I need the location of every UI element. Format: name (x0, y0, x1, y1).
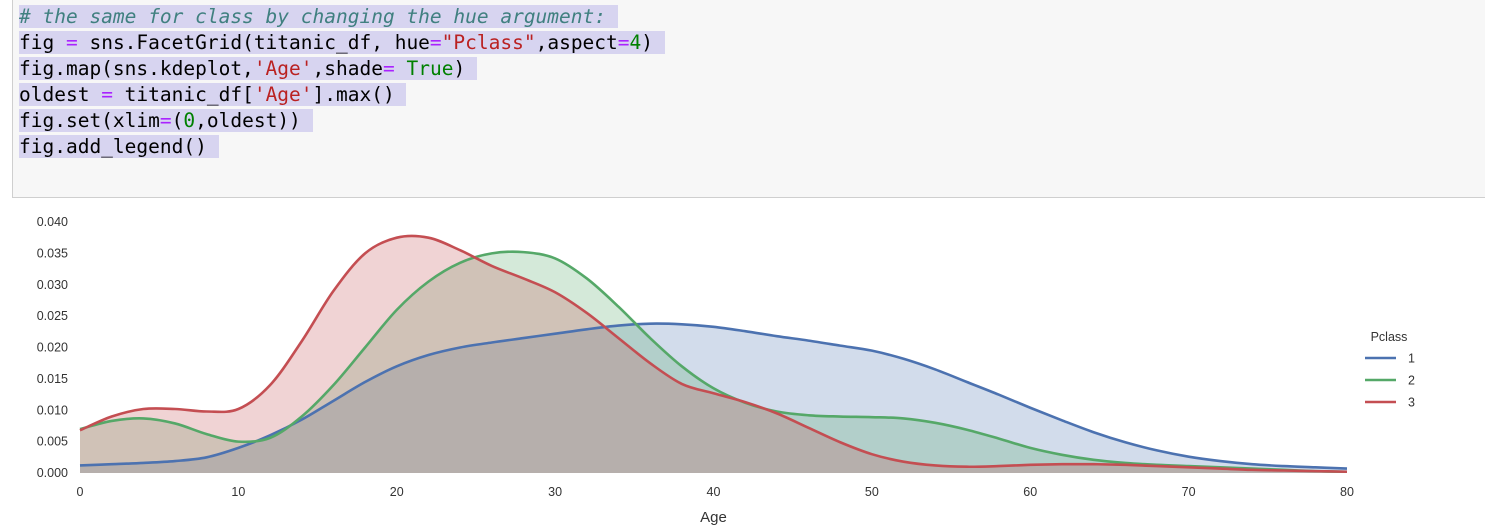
x-tick-label: 30 (548, 485, 562, 499)
y-tick-label: 0.015 (37, 372, 68, 386)
code-token: ].max() (312, 83, 395, 106)
plot-areas (80, 235, 1347, 473)
y-tick-label: 0.035 (37, 246, 68, 260)
y-tick-label: 0.040 (37, 215, 68, 229)
code-token: fig.set(xlim (19, 109, 160, 132)
code-token: 'Age' (253, 83, 313, 106)
code-line[interactable]: oldest = titanic_df['Age'].max() (19, 82, 665, 108)
code-token: fig.map(sns.kdeplot, (19, 57, 254, 80)
code-token: 'Age' (253, 57, 313, 80)
x-tick-label: 0 (77, 485, 84, 499)
code-line[interactable]: fig = sns.FacetGrid(titanic_df, hue="Pcl… (19, 30, 665, 56)
legend-label-3: 3 (1408, 396, 1415, 410)
selected-text: # the same for class by changing the hue… (19, 5, 618, 28)
selected-text: oldest = titanic_df['Age'].max() (19, 83, 407, 106)
x-axis-label: Age (700, 509, 727, 526)
code-token: titanic_df[ (112, 83, 254, 106)
legend-title: Pclass (1371, 330, 1408, 344)
code-token: = (382, 57, 395, 80)
code-token: = (65, 31, 78, 54)
selected-text: fig.add_legend() (19, 135, 219, 158)
selected-text: fig = sns.FacetGrid(titanic_df, hue="Pcl… (19, 31, 665, 54)
code-token: ( (171, 109, 184, 132)
y-tick-label: 0.020 (37, 341, 68, 355)
y-tick-label: 0.030 (37, 278, 68, 292)
series-2-area (80, 251, 1347, 473)
code-token: ) (641, 31, 654, 54)
code-line[interactable]: fig.add_legend() (19, 134, 665, 160)
series-2-line (79, 250, 1348, 474)
code-token: "Pclass" (441, 31, 536, 54)
code-editor[interactable]: # the same for class by changing the hue… (19, 4, 665, 160)
code-token: # the same for class by changing the hue… (19, 5, 606, 28)
legend-label-2: 2 (1408, 374, 1415, 388)
plot-axes: 0.000 0.005 0.010 0.015 0.020 0.025 0.030 0.035… (37, 215, 1354, 526)
code-token: = (101, 83, 113, 106)
series-1-area (80, 323, 1347, 473)
code-token: ,aspect (535, 31, 618, 54)
code-token: ,oldest)) (195, 109, 301, 132)
code-line[interactable]: fig.map(sns.kdeplot,'Age',shade= True) (19, 56, 665, 82)
code-token: fig.add_legend() (19, 135, 207, 158)
legend-label-1: 1 (1408, 352, 1415, 366)
x-tick-label: 50 (865, 485, 879, 499)
code-token: oldest (19, 83, 102, 106)
x-tick-label: 10 (231, 485, 245, 499)
y-tick-label: 0.010 (37, 403, 68, 417)
code-token: 4 (629, 31, 642, 54)
code-token: ,shade (312, 57, 383, 80)
x-tick-label: 60 (1023, 485, 1037, 499)
code-token: True (406, 57, 454, 80)
x-tick-label: 70 (1182, 485, 1196, 499)
code-token: = (617, 31, 630, 54)
code-token: = (159, 109, 172, 132)
y-tick-label: 0.005 (37, 435, 68, 449)
y-tick-label: 0.025 (37, 309, 68, 323)
code-token: fig (19, 31, 66, 54)
kde-plot: 0.000 0.005 0.010 0.015 0.020 0.025 0.030 0.035… (37, 215, 1415, 526)
code-cell[interactable]: # the same for class by changing the hue… (12, 0, 1485, 198)
x-tick-label: 20 (390, 485, 404, 499)
code-token: = (429, 31, 442, 54)
plot-lines (79, 234, 1348, 474)
code-token: 0 (183, 109, 196, 132)
code-line[interactable]: fig.set(xlim=(0,oldest)) (19, 108, 665, 134)
code-token (395, 57, 407, 80)
selected-text: fig.map(sns.kdeplot,'Age',shade= True) (19, 57, 477, 80)
y-tick-label: 0.000 (37, 466, 68, 480)
code-token: sns.FacetGrid(titanic_df, hue (77, 31, 430, 54)
selected-text: fig.set(xlim=(0,oldest)) (19, 109, 313, 132)
x-tick-label: 80 (1340, 485, 1354, 499)
series-3-area (80, 235, 1347, 473)
x-tick-label: 40 (707, 485, 721, 499)
code-token: ) (453, 57, 466, 80)
code-line[interactable]: # the same for class by changing the hue… (19, 4, 665, 30)
series-3-line (79, 234, 1348, 474)
